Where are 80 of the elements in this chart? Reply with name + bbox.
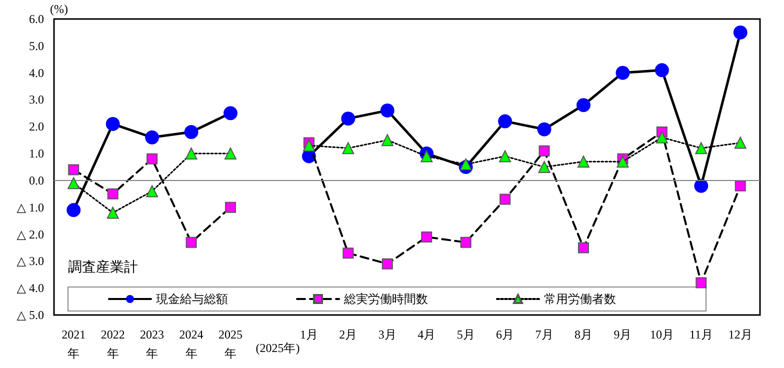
x-tick-label: 3月	[378, 328, 396, 342]
point	[185, 148, 198, 160]
point	[460, 158, 472, 170]
point	[341, 112, 356, 126]
y-tick-label: 6.0	[29, 12, 44, 26]
x-tick-label: 8月	[574, 328, 592, 342]
point	[696, 277, 707, 288]
x-tick-label: 1月	[300, 328, 318, 342]
point	[576, 98, 590, 112]
y-tick-label: △ 5.0	[16, 308, 44, 322]
y-tick-label: 4.0	[29, 66, 44, 80]
x-tick-label: 6月	[496, 328, 514, 342]
x-tick-label: 11月	[689, 328, 713, 342]
point	[107, 188, 118, 200]
point	[106, 116, 120, 131]
point	[616, 156, 629, 168]
point	[381, 134, 394, 146]
point	[734, 136, 746, 149]
point	[538, 145, 550, 156]
point	[146, 153, 158, 164]
legend-label: 常用労働者数	[544, 292, 616, 306]
x-tick-label: 7月	[535, 328, 554, 342]
point	[146, 185, 158, 198]
point	[460, 236, 472, 248]
y-tick-label: △ 2.0	[16, 227, 44, 242]
point	[578, 242, 589, 254]
point	[498, 114, 512, 128]
y-tick-label: 5.0	[29, 38, 44, 53]
y-tick-label: △ 4.0	[16, 281, 44, 296]
x-tick-label: 2023 年	[140, 328, 164, 360]
point	[733, 25, 748, 40]
point	[106, 206, 119, 219]
text: (2025年)	[256, 341, 300, 355]
y-tick-label: 1.0	[29, 146, 44, 161]
point	[380, 103, 394, 118]
point	[421, 231, 432, 242]
point	[342, 248, 354, 259]
point	[342, 142, 354, 154]
x-tick-label: 2024 年	[179, 328, 204, 360]
y-tick-label: △ 3.0	[16, 254, 44, 268]
point	[578, 156, 590, 168]
y-tick-label: △ 1.0	[16, 200, 44, 214]
x-tick-label: 4月	[418, 328, 436, 342]
point	[616, 66, 630, 80]
legend-label: 総実労働時間数	[343, 292, 428, 306]
point	[420, 150, 433, 162]
point	[224, 148, 236, 160]
x-tick-label: 9月	[614, 328, 632, 342]
point	[500, 194, 511, 205]
x-tick-label: 5月	[456, 328, 475, 342]
legend-title: 調査産業計	[68, 260, 138, 276]
point	[224, 106, 238, 120]
point	[68, 177, 80, 190]
y-tick-label: 3.0	[29, 92, 44, 107]
point	[145, 130, 160, 144]
point	[186, 236, 197, 248]
point	[654, 63, 669, 78]
point	[656, 131, 668, 144]
point	[734, 180, 746, 192]
y-axis-title: (%)	[50, 2, 68, 16]
point	[499, 150, 512, 162]
legend-label: 現金給与総額	[156, 292, 228, 306]
y-tick-label: 2.0	[29, 120, 44, 134]
x-tick-label: 2025 年	[218, 328, 242, 360]
point	[695, 142, 708, 154]
point	[302, 139, 315, 152]
point	[694, 178, 708, 193]
point	[225, 202, 236, 213]
x-tick-label: 2021 年	[62, 328, 86, 360]
point	[537, 122, 552, 136]
x-tick-label: 10月	[650, 328, 674, 342]
point	[382, 258, 393, 270]
y-tick-label: 0.0	[29, 173, 44, 188]
point	[66, 203, 81, 218]
x-tick-label: 2022 年	[100, 328, 125, 360]
x-tick-label: 12月	[728, 328, 752, 342]
point	[538, 161, 550, 173]
point	[68, 164, 80, 176]
point	[184, 125, 198, 140]
x-tick-label: 2月	[339, 328, 358, 342]
